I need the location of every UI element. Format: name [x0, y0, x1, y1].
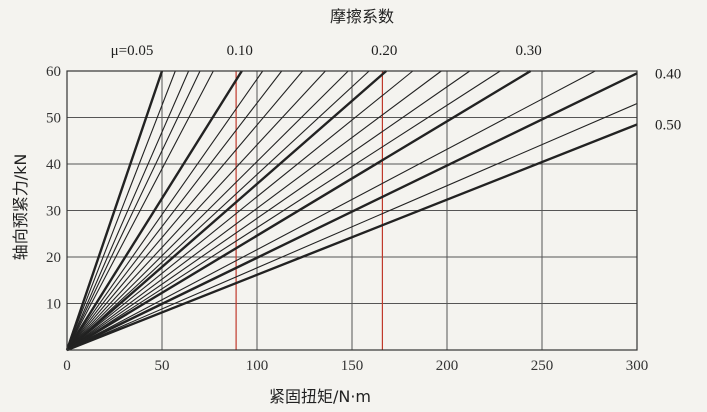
- y-tick-label-5: 60: [46, 64, 61, 80]
- x-tick-label-6: 300: [626, 358, 649, 374]
- series-line-11: [66, 70, 370, 351]
- series-line-13: [66, 70, 414, 351]
- series-line-18: [66, 70, 596, 351]
- x-tick-label-5: 250: [531, 358, 554, 374]
- mu-label-21: 0.50: [655, 117, 681, 133]
- mu-label-12: 0.20: [371, 43, 397, 59]
- series-line-10: [66, 70, 349, 351]
- mu-labels: μ=0.05 0.10 0.20 0.30 0.40 0.50: [111, 43, 682, 133]
- reference-lines: [235, 71, 383, 350]
- series-line-15: [66, 70, 471, 351]
- series-line-2: [66, 70, 190, 351]
- series-line-8: [66, 70, 304, 351]
- mu-label-0: μ=0.05: [111, 43, 154, 59]
- x-tick-label-2: 100: [246, 358, 269, 374]
- x-axis-label: 紧固扭矩/N·m: [269, 387, 371, 406]
- series-line-12: [66, 70, 387, 351]
- y-tick-label-4: 50: [46, 111, 61, 127]
- x-tick-label-1: 50: [155, 358, 170, 374]
- chart-title: 摩擦系数: [330, 7, 394, 26]
- series-line-6: [66, 70, 264, 351]
- y-tick-label-1: 20: [46, 250, 61, 266]
- plot-frame: [66, 70, 638, 351]
- mu-label-5: 0.10: [227, 43, 253, 59]
- mu-label-17: 0.30: [515, 43, 541, 59]
- x-tick-label-4: 200: [436, 358, 459, 374]
- series-line-1: [66, 70, 176, 351]
- series-line-21: [66, 123, 638, 352]
- mu-label-19: 0.40: [655, 66, 681, 82]
- tick-labels: 0 50 100 150 200 250 300 10 20 30 40 50 60: [46, 64, 648, 374]
- series-line-14: [66, 70, 442, 351]
- y-axis-label: 轴向预紧力/kN: [11, 154, 30, 261]
- y-tick-label-3: 40: [46, 157, 61, 173]
- series-line-3: [66, 70, 201, 351]
- y-tick-label-2: 30: [46, 204, 61, 220]
- series-line-5: [65, 70, 243, 351]
- series-line-17: [66, 69, 532, 352]
- y-tick-label-0: 10: [46, 297, 61, 313]
- series-line-19: [66, 72, 638, 352]
- series-line-0: [65, 70, 164, 351]
- x-tick-label-0: 0: [63, 358, 71, 374]
- series-lines: [65, 69, 638, 352]
- series-line-16: [66, 70, 501, 351]
- series-line-20: [66, 103, 638, 351]
- series-line-9: [66, 70, 326, 351]
- x-tick-label-3: 150: [341, 358, 364, 374]
- series-line-7: [66, 70, 283, 351]
- series-line-4: [66, 70, 214, 351]
